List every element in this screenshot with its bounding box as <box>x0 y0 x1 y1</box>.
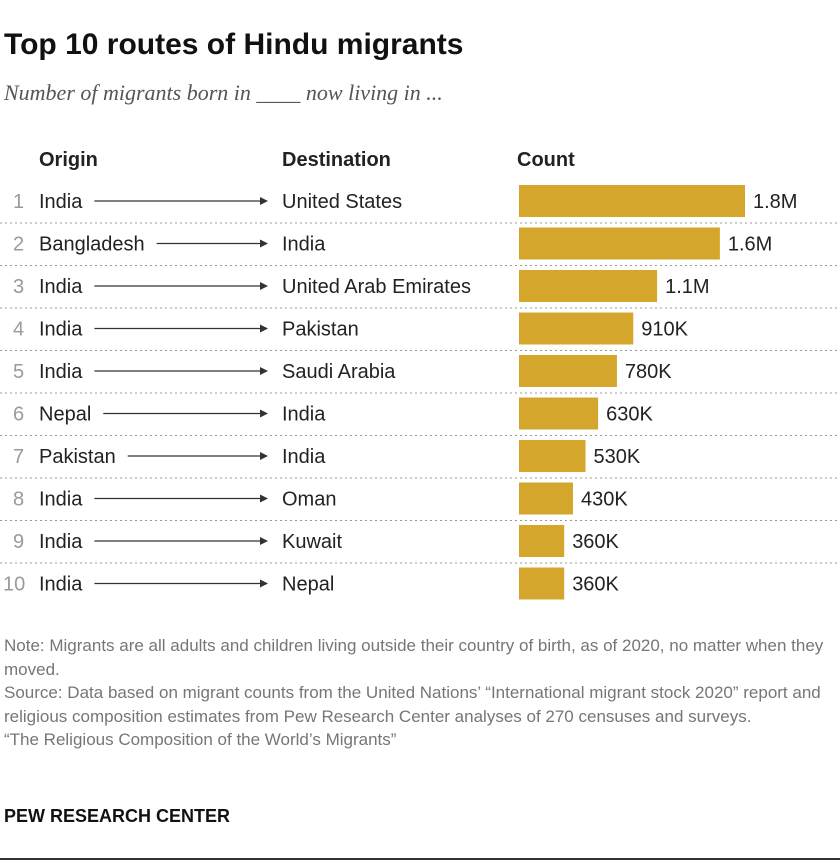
row-origin: India <box>39 574 83 596</box>
row-rank: 3 <box>13 276 24 298</box>
bar-value-label: 630K <box>606 404 653 426</box>
row-origin: India <box>39 489 83 511</box>
route-arrow-head <box>260 367 268 375</box>
route-arrow-head <box>260 282 268 290</box>
bar-value-label: 780K <box>625 361 672 383</box>
note-text: Note: Migrants are all adults and childr… <box>4 636 824 679</box>
row-origin: India <box>39 531 83 553</box>
chart-subtitle: Number of migrants born in ____ now livi… <box>4 80 443 105</box>
route-arrow-head <box>260 579 268 588</box>
bar-value-label: 910K <box>641 319 688 341</box>
bar <box>519 270 658 302</box>
row-destination: Kuwait <box>282 531 342 553</box>
row-rank: 7 <box>13 446 24 468</box>
row-rank: 9 <box>13 531 24 553</box>
bar-value-label: 360K <box>572 574 619 596</box>
bar <box>519 482 573 515</box>
route-arrow-head <box>260 239 268 248</box>
row-origin: India <box>39 319 83 341</box>
row-rank: 4 <box>13 319 24 341</box>
row-rank: 8 <box>13 489 24 511</box>
route-arrow-head <box>260 409 268 418</box>
bar-value-label: 530K <box>594 446 641 468</box>
row-origin: Pakistan <box>39 446 116 468</box>
row-origin: Nepal <box>39 404 91 426</box>
row-rank: 2 <box>13 234 24 256</box>
bar <box>519 567 565 600</box>
route-arrow-head <box>260 324 268 333</box>
brand-name: PEW RESEARCH CENTER <box>4 806 231 826</box>
row-destination: India <box>282 234 326 256</box>
bar-value-label: 360K <box>572 531 619 553</box>
count-column-header: Count <box>517 149 575 171</box>
row-rank: 6 <box>13 404 24 426</box>
row-origin: Bangladesh <box>39 234 145 256</box>
row-destination: India <box>282 404 326 426</box>
row-destination: United Arab Emirates <box>282 276 471 298</box>
bar <box>519 440 586 472</box>
row-rank: 1 <box>13 191 24 213</box>
destination-column-header: Destination <box>282 149 391 171</box>
bar <box>519 525 565 557</box>
row-origin: India <box>39 361 83 383</box>
bar <box>519 227 720 260</box>
row-destination: Nepal <box>282 574 334 596</box>
row-origin: India <box>39 276 83 298</box>
chart-title: Top 10 routes of Hindu migrants <box>4 28 464 61</box>
route-arrow-head <box>260 537 268 545</box>
row-rank: 5 <box>13 361 24 383</box>
row-destination: Saudi Arabia <box>282 361 396 383</box>
row-rank: 10 <box>3 574 25 596</box>
bar-value-label: 430K <box>581 489 628 511</box>
row-origin: India <box>39 191 83 213</box>
bar <box>519 397 599 430</box>
chart-rows: 1 India United States 1.8M 2 Bangladesh India 1… <box>0 185 840 600</box>
bottom-rule <box>0 858 840 860</box>
row-destination: United States <box>282 191 402 213</box>
bar <box>519 185 745 217</box>
route-arrow-head <box>260 452 268 460</box>
origin-column-header: Origin <box>39 149 98 171</box>
bar-value-label: 1.8M <box>753 191 797 213</box>
route-arrow-head <box>260 494 268 503</box>
row-destination: India <box>282 446 326 468</box>
notes-block: Note: Migrants are all adults and childr… <box>4 634 836 752</box>
route-arrow-head <box>260 197 268 205</box>
source-text: Source: Data based on migrant counts fro… <box>4 683 821 726</box>
row-destination: Oman <box>282 489 336 511</box>
report-title: “The Religious Composition of the World’… <box>4 730 397 749</box>
bar-value-label: 1.6M <box>728 234 772 256</box>
row-destination: Pakistan <box>282 319 359 341</box>
bar-value-label: 1.1M <box>665 276 709 298</box>
bar <box>519 355 617 387</box>
bar <box>519 312 634 345</box>
